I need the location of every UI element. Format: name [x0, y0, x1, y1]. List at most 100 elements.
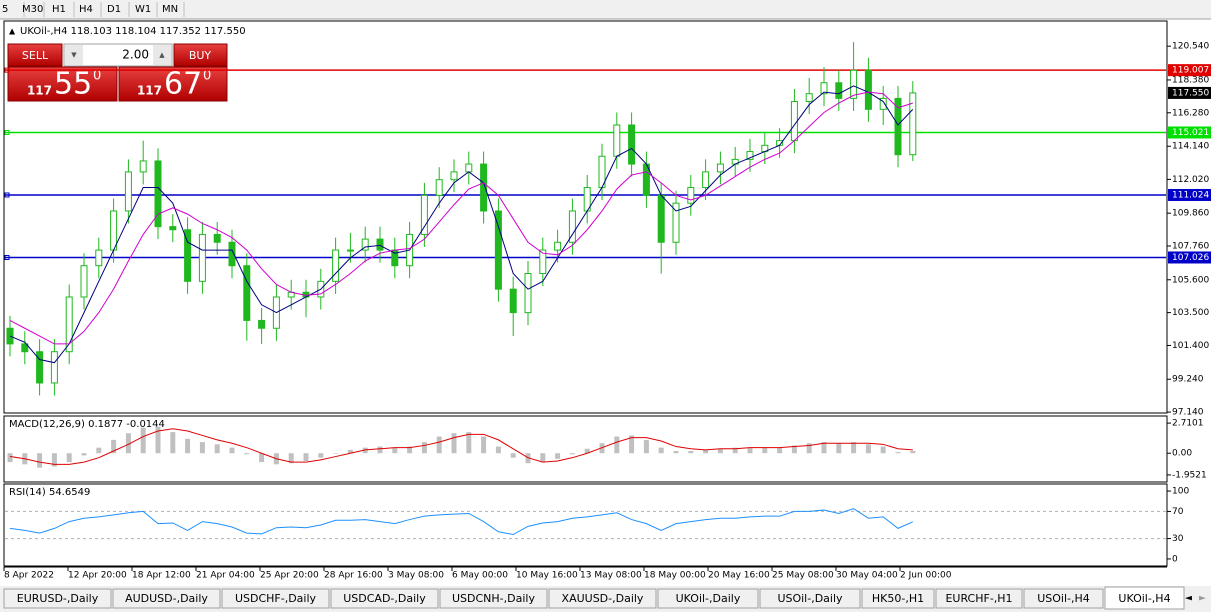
candle-body: [198, 233, 206, 282]
y-tick-label: 99.240: [1172, 375, 1204, 385]
tab-label[interactable]: AUDUSD-,Daily: [125, 592, 208, 605]
tab-label[interactable]: USDCNH-,Daily: [452, 592, 535, 605]
macd-bar: [821, 442, 827, 454]
tab[interactable]: [221, 588, 330, 609]
sell-price-main[interactable]: 55: [54, 67, 92, 102]
timeframe-button[interactable]: H1: [52, 4, 66, 15]
x-tick-label: 20 May 16:00: [708, 571, 770, 581]
timeframe-button[interactable]: H4: [79, 4, 93, 15]
candle-body: [554, 241, 562, 251]
x-tick-label: 25 May 08:00: [772, 571, 834, 581]
macd-bar: [643, 439, 649, 454]
macd-bar: [851, 442, 857, 454]
macd-bar: [717, 448, 723, 454]
timeframe-button[interactable]: W1: [135, 4, 151, 15]
level-marker: [4, 67, 10, 73]
tab[interactable]: [439, 588, 548, 609]
down-arrow[interactable]: ▼: [71, 51, 77, 59]
macd-bar: [51, 453, 57, 467]
buy-price-box[interactable]: [118, 66, 228, 102]
buy-button[interactable]: [173, 43, 228, 67]
level-label-bg: [1168, 188, 1211, 201]
tab-label[interactable]: USOil-,Daily: [777, 592, 843, 605]
lot-input[interactable]: [63, 43, 173, 67]
x-tick-label: 12 Apr 20:00: [68, 571, 127, 581]
macd-bar: [407, 446, 413, 454]
symbol-icon: ▲: [9, 27, 16, 36]
macd-bar: [629, 435, 635, 454]
x-tick-label: 13 May 08:00: [580, 571, 642, 581]
buy-price-sup[interactable]: 0: [203, 69, 211, 84]
macd-bar: [37, 453, 43, 468]
timeframe-button[interactable]: MN: [162, 4, 178, 15]
macd-bar: [791, 445, 797, 454]
tab[interactable]: [3, 588, 112, 609]
tab-label[interactable]: UKOil-,Daily: [676, 592, 741, 605]
macd-bar: [125, 433, 131, 454]
timeframe-button[interactable]: 5: [2, 4, 8, 15]
lot-value[interactable]: 2.00: [122, 48, 149, 62]
level-marker: [4, 129, 10, 135]
macd-bar: [865, 444, 871, 454]
candle-body: [465, 163, 473, 173]
tab[interactable]: [759, 588, 861, 609]
buy-price-prefix[interactable]: 117: [137, 84, 162, 98]
candle-body: [213, 233, 221, 243]
buy-price-main[interactable]: 67: [164, 67, 202, 102]
timeframe-button[interactable]: M30: [22, 4, 43, 15]
candle-body: [746, 151, 754, 160]
lot-decrease[interactable]: [65, 45, 83, 65]
active-tab[interactable]: [1104, 586, 1185, 610]
tab-label[interactable]: EURUSD-,Daily: [17, 592, 99, 605]
tab-label[interactable]: USOil-,H4: [1037, 592, 1090, 605]
x-tick-label: 6 May 00:00: [452, 571, 508, 581]
tab-label[interactable]: USDCAD-,Daily: [343, 592, 426, 605]
buy-label[interactable]: BUY: [189, 49, 212, 62]
tab-label[interactable]: UKOil-,H4: [1118, 592, 1170, 605]
macd-bar: [362, 447, 368, 454]
up-arrow[interactable]: ▲: [159, 51, 165, 59]
sell-button[interactable]: [7, 43, 63, 67]
y-tick-label: 118.380: [1172, 75, 1209, 85]
tab-label[interactable]: HK50-,H1: [872, 592, 924, 605]
y-tick-label: 116.280: [1172, 108, 1209, 118]
sell-price-box[interactable]: [7, 66, 118, 102]
tab[interactable]: [548, 588, 657, 609]
level-label: 111.024: [1172, 190, 1209, 200]
tab[interactable]: [861, 588, 935, 609]
candle-body: [124, 171, 132, 212]
lot-increase[interactable]: [153, 45, 171, 65]
tab-label[interactable]: USDCHF-,Daily: [235, 592, 317, 605]
candle-body: [332, 249, 340, 282]
candle-body: [539, 249, 547, 275]
macd-bar: [910, 451, 916, 454]
candle-body: [850, 69, 858, 99]
candle-body: [524, 273, 532, 314]
tab[interactable]: [935, 588, 1023, 609]
tab[interactable]: [112, 588, 221, 609]
macd-bar: [481, 436, 487, 454]
y-tick-label: 103.500: [1172, 308, 1209, 318]
toolbar: [0, 0, 1211, 19]
tab-scroll-left[interactable]: ◄: [1185, 594, 1192, 604]
y-tick-label: 30: [1172, 534, 1184, 544]
tab-label[interactable]: XAUUSD-,Daily: [562, 592, 644, 605]
sell-label[interactable]: SELL: [22, 49, 49, 62]
rsi-title: RSI(14) 54.6549: [9, 487, 90, 498]
timeframe-button[interactable]: D1: [107, 4, 121, 15]
sell-price-prefix[interactable]: 117: [27, 84, 52, 98]
candle-body: [894, 97, 902, 156]
candle-body: [169, 226, 177, 231]
y-tick-label: 105.600: [1172, 275, 1209, 285]
tab[interactable]: [1023, 588, 1104, 609]
macd-bar: [96, 447, 102, 454]
tab[interactable]: [330, 588, 439, 609]
candle-body: [184, 229, 192, 282]
sell-price-sup[interactable]: 0: [93, 69, 101, 84]
tab[interactable]: [657, 588, 759, 609]
macd-bar: [895, 452, 901, 454]
tab-scroll-right[interactable]: ►: [1199, 594, 1206, 604]
tab-label[interactable]: EURCHF-,H1: [945, 592, 1012, 605]
x-tick-label: 8 Apr 2022: [4, 571, 54, 581]
